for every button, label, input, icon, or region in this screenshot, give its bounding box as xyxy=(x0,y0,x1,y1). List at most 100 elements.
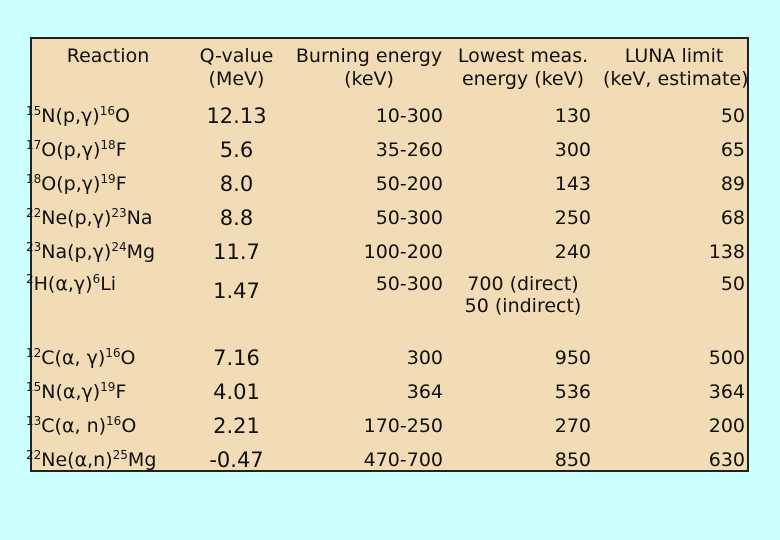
reaction-formula: 12C(α, γ)16O xyxy=(26,347,136,369)
reaction-part: N( xyxy=(41,381,63,403)
header-luna-limit: LUNA limit (keV, estimate) xyxy=(603,45,749,90)
reaction-cell: 2H(α,γ)6Li xyxy=(26,269,184,341)
table-row: 13C(α, n)16O 2.21 170-250 270 200 xyxy=(26,409,751,443)
lowest-energy-cell: 270 xyxy=(449,409,597,443)
particle-symbol: α,γ xyxy=(55,273,86,295)
burning-energy-cell: 50-200 xyxy=(375,173,443,195)
reaction-part: ) xyxy=(103,241,112,263)
mass-number: 12 xyxy=(26,346,42,360)
luna-limit-cell: 68 xyxy=(720,207,745,229)
reaction-formula: 18O(p,γ)19F xyxy=(26,173,127,195)
lowest-energy-cell: 536 xyxy=(449,375,597,409)
reaction-formula: 23Na(p,γ)24Mg xyxy=(26,241,155,263)
mass-number: 25 xyxy=(112,448,128,462)
mass-number: 19 xyxy=(100,172,116,186)
reaction-part: Ne(p, xyxy=(41,207,93,229)
lowest-energy-value: 143 xyxy=(554,173,591,195)
reaction-part: ,n) xyxy=(87,449,113,471)
table-row: 15N(α,γ)19F 4.01 364 536 364 xyxy=(26,375,751,409)
particle-symbol: α xyxy=(74,449,88,471)
reaction-part: O xyxy=(114,105,130,127)
table-row: 18O(p,γ)19F 8.0 50-200 143 89 xyxy=(26,167,751,201)
lowest-energy-value: 300 xyxy=(554,139,591,161)
luna-limit-cell: 65 xyxy=(720,139,745,161)
reaction-part: Mg xyxy=(126,241,156,263)
table-row: 17O(p,γ)18F 5.6 35-260 300 65 xyxy=(26,133,751,167)
particle-symbol: γ xyxy=(81,173,93,195)
mass-number: 19 xyxy=(100,380,116,394)
header-row: Reaction Q-value (MeV) Burning energy (keV… xyxy=(32,39,751,99)
reaction-part: Mg xyxy=(127,449,157,471)
table-row: 22Ne(p,γ)23Na 8.8 50-300 250 68 xyxy=(26,201,751,235)
burning-energy-cell: 364 xyxy=(406,381,443,403)
q-value-cell: 4.01 xyxy=(213,380,260,404)
reaction-part: O(p, xyxy=(41,139,82,161)
reaction-part: O(p, xyxy=(41,173,82,195)
reaction-formula: 2H(α,γ)6Li xyxy=(26,273,116,295)
mass-number: 22 xyxy=(26,448,42,462)
mass-number: 23 xyxy=(111,206,127,220)
reaction-part: Ne( xyxy=(41,449,75,471)
burning-energy-cell: 300 xyxy=(406,347,443,369)
mass-number: 18 xyxy=(100,138,116,152)
burning-energy-cell: 50-300 xyxy=(375,273,443,295)
q-value-cell: 7.16 xyxy=(213,346,260,370)
lowest-energy-cell: 240 xyxy=(449,235,597,269)
reaction-cell: 23Na(p,γ)24Mg xyxy=(26,235,184,269)
reaction-part: ) xyxy=(92,381,101,403)
table-row: 2H(α,γ)6Li 1.47 50-300 700 (direct) 50 (indi… xyxy=(26,269,751,341)
q-value-cell: 2.21 xyxy=(213,414,260,438)
lowest-energy-value: 240 xyxy=(554,241,591,263)
reaction-part: O xyxy=(120,347,136,369)
mass-number: 24 xyxy=(111,240,127,254)
particle-symbol: γ xyxy=(81,139,93,161)
particle-symbol: α xyxy=(61,415,75,437)
mass-number: 6 xyxy=(92,272,101,286)
reaction-part: ) xyxy=(97,347,106,369)
reaction-cell: 12C(α, γ)16O xyxy=(26,341,184,375)
reaction-formula: 17O(p,γ)18F xyxy=(26,139,127,161)
reaction-cell: 13C(α, n)16O xyxy=(26,409,184,443)
reaction-table: Reaction Q-value (MeV) Burning energy (keV… xyxy=(26,37,749,472)
q-value-cell: 5.6 xyxy=(219,138,254,162)
mass-number: 13 xyxy=(26,414,42,428)
reaction-part: ) xyxy=(103,207,112,229)
q-value-cell: 8.8 xyxy=(219,206,254,230)
mass-number: 22 xyxy=(26,206,42,220)
particle-symbol: α,γ xyxy=(62,381,93,403)
particle-symbol: γ xyxy=(92,207,104,229)
reaction-part: Na(p, xyxy=(41,241,93,263)
burning-energy-cell: 10-300 xyxy=(375,105,443,127)
q-value-cell: -0.47 xyxy=(209,448,264,472)
mass-number: 18 xyxy=(26,172,42,186)
table-row: 12C(α, γ)16O 7.16 300 950 500 xyxy=(26,341,751,375)
lowest-energy-cell: 130 xyxy=(449,99,597,133)
q-value-cell: 8.0 xyxy=(219,172,254,196)
lowest-energy-value: 250 xyxy=(554,207,591,229)
table-row: 23Na(p,γ)24Mg 11.7 100-200 240 138 xyxy=(26,235,751,269)
reaction-formula: 22Ne(α,n)25Mg xyxy=(26,449,156,471)
lowest-energy-cell: 700 (direct) 50 (indirect) xyxy=(449,269,597,341)
lowest-energy-value: 270 xyxy=(554,415,591,437)
header-reaction: Reaction xyxy=(66,45,150,67)
luna-limit-cell: 200 xyxy=(708,415,745,437)
luna-limit-cell: 89 xyxy=(720,173,745,195)
lowest-energy-cell: 950 xyxy=(449,341,597,375)
lowest-energy-cell: 250 xyxy=(449,201,597,235)
reaction-part: O xyxy=(121,415,137,437)
header-burning-energy: Burning energy (keV) xyxy=(295,45,443,90)
mass-number: 16 xyxy=(99,104,115,118)
luna-limit-cell: 364 xyxy=(708,381,745,403)
reaction-cell: 17O(p,γ)18F xyxy=(26,133,184,167)
burning-energy-cell: 470-700 xyxy=(363,449,443,471)
mass-number: 15 xyxy=(26,104,42,118)
luna-limit-cell: 50 xyxy=(720,273,745,295)
reaction-data-table: Reaction Q-value (MeV) Burning energy (keV… xyxy=(26,39,751,477)
reaction-formula: 13C(α, n)16O xyxy=(26,415,136,437)
reaction-formula: 22Ne(p,γ)23Na xyxy=(26,207,153,229)
reaction-part: , n) xyxy=(74,415,107,437)
mass-number: 16 xyxy=(105,346,121,360)
burning-energy-cell: 100-200 xyxy=(363,241,443,263)
luna-limit-cell: 630 xyxy=(708,449,745,471)
luna-limit-cell: 50 xyxy=(720,105,745,127)
